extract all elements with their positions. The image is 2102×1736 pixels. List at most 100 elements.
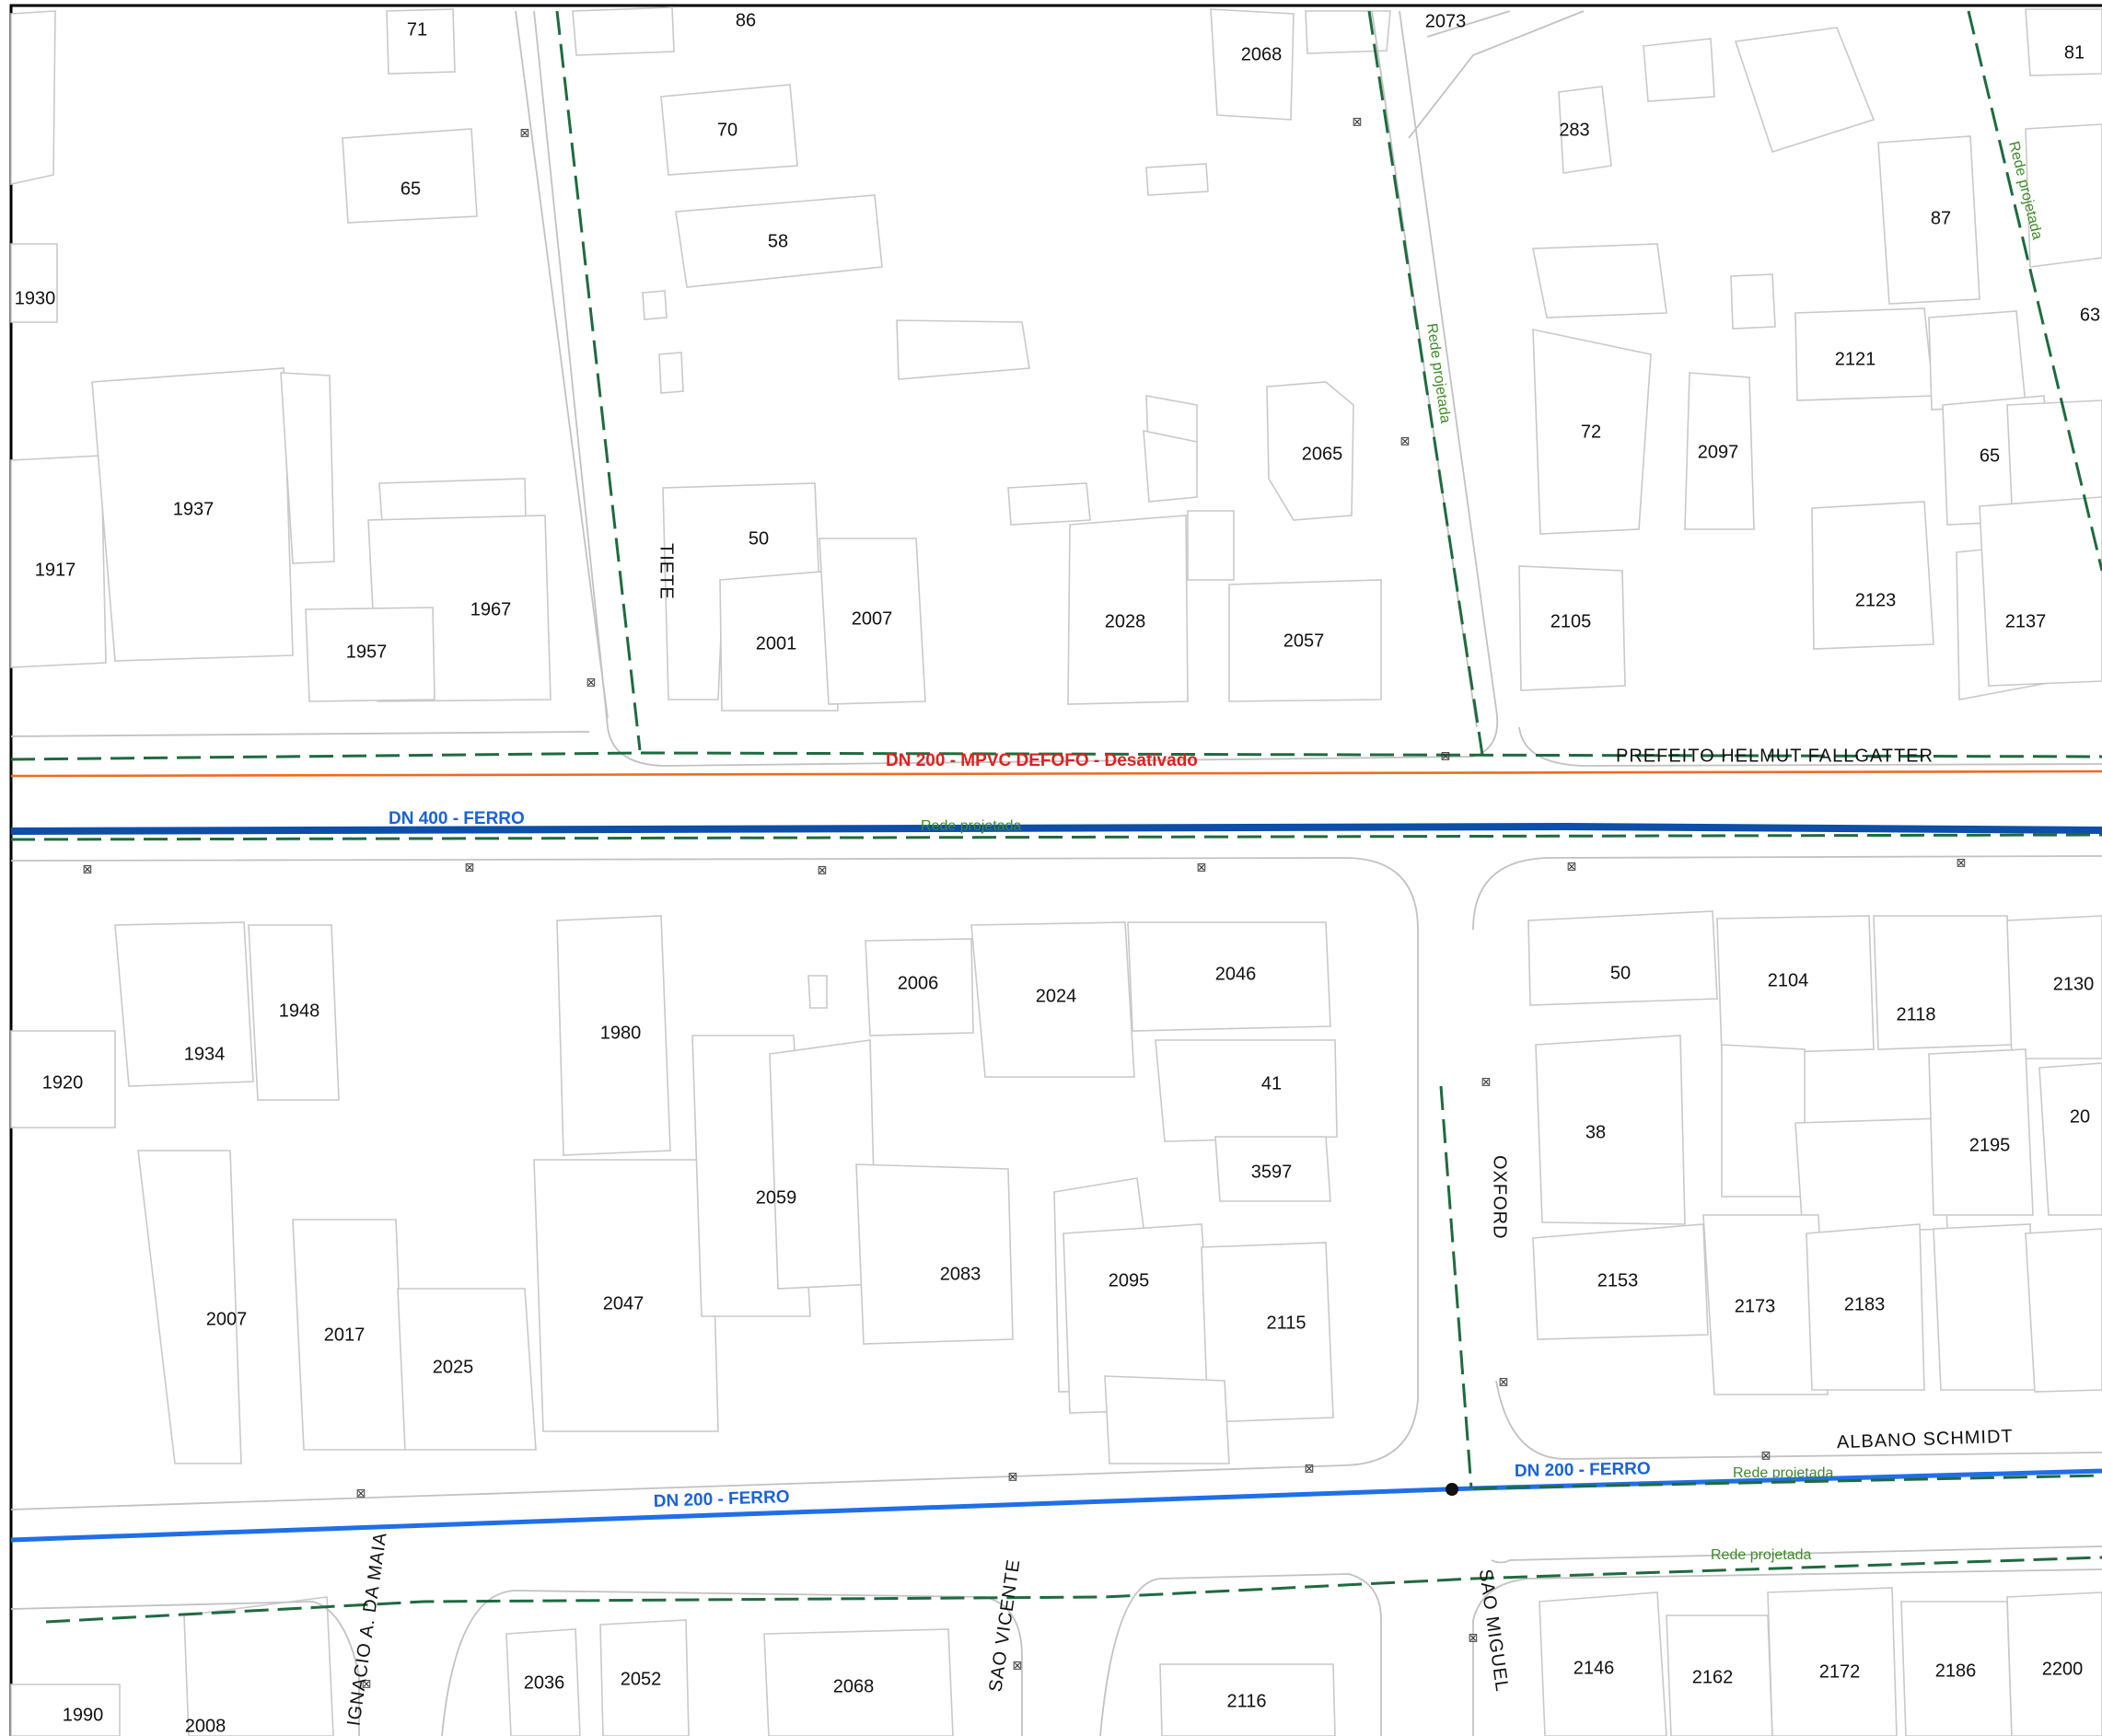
street-prefeito: PREFEITO HELMUT FALLGATTER <box>1616 746 1934 766</box>
lot-number: 2068 <box>1241 44 1283 64</box>
lot-number: 65 <box>1980 446 2000 466</box>
lot-number: 58 <box>768 231 788 251</box>
lot-number: 2186 <box>1935 1661 1977 1681</box>
rede-projetada-1930 <box>1367 10 1484 756</box>
lot-number: 2104 <box>1768 970 1809 990</box>
svg-text:⊠: ⊠ <box>1008 1469 1018 1483</box>
lot-number: 2025 <box>433 1357 474 1377</box>
svg-text:⊠: ⊠ <box>520 125 530 139</box>
lot-number: 1917 <box>35 560 76 580</box>
lot-number: 63 <box>2080 305 2100 325</box>
lot-number: 20 <box>2070 1106 2090 1127</box>
lot-number: 2200 <box>2042 1659 2084 1679</box>
svg-text:⊠: ⊠ <box>818 862 828 876</box>
lot-number: 1934 <box>184 1044 226 1064</box>
svg-text:⊠: ⊠ <box>1441 748 1451 762</box>
rede-label-bottom: Rede projetada <box>1711 1547 1812 1563</box>
lot-number: 2047 <box>603 1293 645 1314</box>
lot-number: 2036 <box>524 1672 565 1693</box>
pipe-valve <box>1446 1483 1458 1496</box>
lot-number: 70 <box>717 120 737 140</box>
lot-number: 1990 <box>63 1705 104 1725</box>
lot-number: 2130 <box>2053 974 2095 994</box>
lot-number: 1948 <box>279 1001 320 1021</box>
lot-number: 1980 <box>600 1023 642 1043</box>
water-network <box>10 10 2102 1624</box>
lot-number: 2116 <box>1226 1691 1266 1711</box>
svg-text:⊠: ⊠ <box>83 862 93 875</box>
lot-number: 2095 <box>1109 1270 1150 1290</box>
lot-number: 1930 <box>15 288 56 308</box>
lot-number: 71 <box>407 19 427 40</box>
lot-number: 2083 <box>940 1264 981 1284</box>
svg-text:⊠: ⊠ <box>465 860 475 874</box>
lot-number: 87 <box>1931 208 1951 228</box>
svg-text:⊠: ⊠ <box>1567 859 1577 873</box>
lot-number: 1937 <box>173 499 215 519</box>
lot-number: 86 <box>736 10 756 30</box>
lot-number: 2097 <box>1698 442 1739 462</box>
lot-number: 2121 <box>1835 349 1876 369</box>
lot-number: 2006 <box>898 973 939 993</box>
lot-number: 2115 <box>1266 1313 1306 1333</box>
svg-text:⊠: ⊠ <box>1400 434 1411 447</box>
rede-projetada-south <box>10 833 2102 841</box>
pipe-dn400 <box>10 822 2102 835</box>
lot-number: 2024 <box>1036 986 1077 1006</box>
rede-projetada-north <box>10 751 2102 761</box>
lot-number: 2017 <box>324 1325 366 1345</box>
lot-number: 72 <box>1581 422 1601 442</box>
lot-number: 1920 <box>42 1072 84 1093</box>
rede-projetada-bottom <box>45 1556 2102 1624</box>
pipe-label-dn200-ferro-a: DN 200 - FERRO <box>653 1487 789 1511</box>
lot-number: 2057 <box>1283 631 1325 651</box>
svg-text:⊠: ⊠ <box>1305 1461 1315 1475</box>
building-footprints <box>10 6 2102 1736</box>
lot-number: 50 <box>749 528 769 549</box>
lot-number: 3597 <box>1251 1162 1293 1182</box>
street-tiete: TIETE <box>656 543 677 600</box>
lot-number: 2137 <box>2005 611 2047 631</box>
lot-number: 2068 <box>833 1676 875 1696</box>
lot-number: 2001 <box>756 633 797 654</box>
lot-number: 81 <box>2064 42 2085 63</box>
street-sao-vicente: SAO VICENTE <box>985 1557 1024 1693</box>
lot-number: 2146 <box>1574 1658 1615 1678</box>
rede-projetada-albano <box>1472 1474 2102 1490</box>
map-frame <box>9 4 2102 1736</box>
pipe-label-dn200-ferro-b: DN 200 - FERRO <box>1515 1459 1651 1481</box>
svg-text:⊠: ⊠ <box>1481 1074 1492 1088</box>
lot-number: 2183 <box>1844 1294 1886 1314</box>
svg-text:⊠: ⊠ <box>1353 114 1363 128</box>
rede-label-vertical-a: Rede projetada <box>1423 322 1453 424</box>
svg-text:⊠: ⊠ <box>586 675 597 689</box>
lot-number: 50 <box>1610 963 1631 983</box>
lot-number: 38 <box>1585 1122 1606 1142</box>
lot-number: 2195 <box>1969 1135 2011 1155</box>
register-symbols: ⊠ ⊠ ⊠ ⊠ ⊠ ⊠ ⊠ ⊠ ⊠ ⊠ ⊠ ⊠ ⊠ ⊠ ⊠ ⊠ ⊠ ⊠ ⊠ ⊠ <box>83 114 1967 1690</box>
lot-numbers: 71 86 2073 81 2068 283 70 65 58 87 1930 … <box>15 10 2100 1736</box>
lot-number: 2046 <box>1215 964 1257 984</box>
pipe-dn200-mpvc <box>10 770 2102 778</box>
lot-number: 2059 <box>756 1187 797 1208</box>
svg-text:⊠: ⊠ <box>1197 860 1207 874</box>
lot-number: 2065 <box>1302 444 1343 464</box>
rede-projetada-tiete <box>555 10 642 751</box>
lot-number: 2118 <box>1896 1004 1935 1024</box>
svg-text:⊠: ⊠ <box>1761 1448 1771 1462</box>
pipe-label-dn200-mpvc: DN 200 - MPVC DEFOFO - Desativado <box>886 751 1198 770</box>
svg-text:⊠: ⊠ <box>356 1486 366 1499</box>
lot-number: 2008 <box>185 1716 226 1736</box>
svg-text:⊠: ⊠ <box>1957 855 1967 869</box>
lot-number: 65 <box>401 179 421 199</box>
lot-number: 2172 <box>1819 1661 1861 1682</box>
street-ignacio: IGNACIO A. DA MAIA <box>343 1531 390 1727</box>
lot-number: 2007 <box>206 1309 248 1329</box>
rede-projetada-oxford <box>1439 1085 1473 1489</box>
street-albano: ALBANO SCHMIDT <box>1837 1427 2014 1453</box>
pipe-label-dn400: DN 400 - FERRO <box>389 809 525 828</box>
lot-number: 283 <box>1559 120 1589 140</box>
street-oxford: OXFORD <box>1490 1155 1510 1240</box>
lot-number: 2153 <box>1597 1270 1639 1290</box>
